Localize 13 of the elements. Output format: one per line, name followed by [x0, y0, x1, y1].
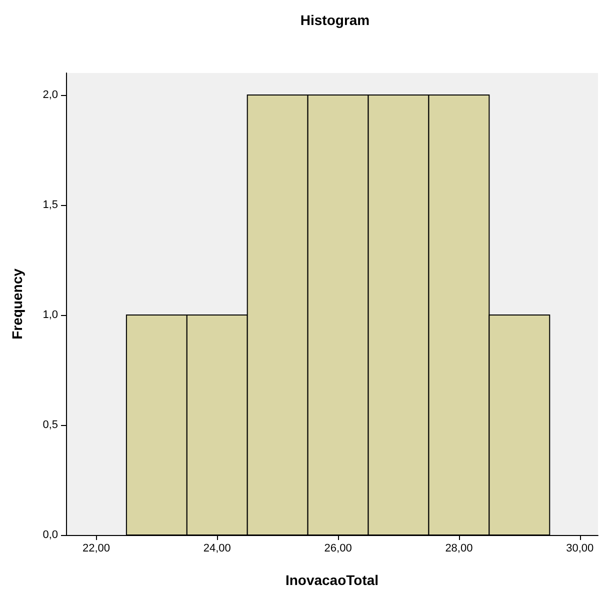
- y-axis-title: Frequency: [9, 268, 25, 340]
- y-tick-label: 1,5: [42, 199, 58, 211]
- x-axis-title: InovacaoTotal: [285, 572, 379, 588]
- y-tick-label: 0,5: [42, 419, 58, 431]
- y-tick-label: 0,0: [42, 529, 58, 541]
- chart-title: Histogram: [300, 12, 370, 28]
- x-tick-label: 26,00: [324, 542, 352, 554]
- y-tick-label: 1,0: [42, 309, 58, 321]
- x-tick-label: 28,00: [445, 542, 473, 554]
- x-tick-label: 22,00: [82, 542, 110, 554]
- x-tick-label: 24,00: [203, 542, 231, 554]
- x-tick-label: 30,00: [566, 542, 594, 554]
- y-tick-label: 2,0: [42, 89, 58, 101]
